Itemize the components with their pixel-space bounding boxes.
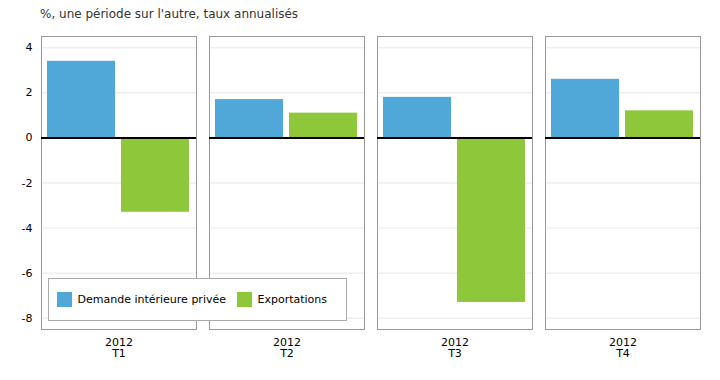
svg-text:2012T1: 2012T1 [105,336,133,360]
svg-text:-2: -2 [22,177,33,190]
svg-text:-6: -6 [22,267,33,280]
svg-text:2012T3: 2012T3 [441,336,469,360]
html-text:%, une période sur l'autre, ta: %, une période sur l'autre, taux annuali… [40,7,299,21]
html-text:Demande intérieure privée: Demande intérieure privée [77,293,226,306]
svg-text:2: 2 [26,86,33,99]
svg-text:2012T4: 2012T4 [609,336,637,360]
svg-text:0: 0 [26,131,33,144]
svg-text:-8: -8 [22,312,33,325]
svg-text:2012T2: 2012T2 [273,336,301,360]
svg-text:-4: -4 [22,222,33,235]
html-text:Exportations: Exportations [257,293,328,306]
svg-text:4: 4 [26,41,33,54]
